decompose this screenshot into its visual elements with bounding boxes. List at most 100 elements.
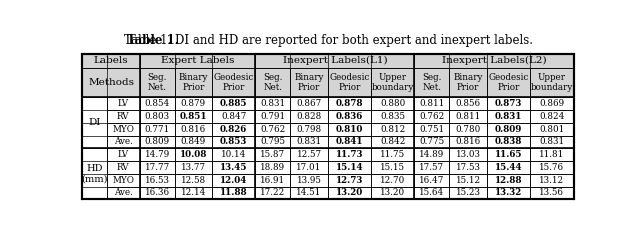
Text: 16.91: 16.91 bbox=[260, 176, 285, 185]
Bar bbox=[107, 174, 140, 187]
Bar bbox=[449, 187, 487, 199]
Text: 13.03: 13.03 bbox=[456, 150, 481, 159]
Text: 17.53: 17.53 bbox=[456, 163, 481, 172]
Bar bbox=[175, 110, 212, 123]
Bar bbox=[291, 136, 328, 148]
Text: 0.795: 0.795 bbox=[260, 137, 285, 146]
Bar bbox=[530, 136, 573, 148]
Text: 0.762: 0.762 bbox=[419, 112, 445, 121]
Text: 14.51: 14.51 bbox=[296, 188, 322, 198]
Text: 0.751: 0.751 bbox=[419, 125, 445, 134]
Text: 0.803: 0.803 bbox=[145, 112, 170, 121]
Text: 0.824: 0.824 bbox=[539, 112, 564, 121]
Text: 15.12: 15.12 bbox=[456, 176, 481, 185]
Text: 0.835: 0.835 bbox=[380, 112, 405, 121]
Text: 17.77: 17.77 bbox=[145, 163, 170, 172]
Text: 15.15: 15.15 bbox=[380, 163, 405, 172]
Text: 0.798: 0.798 bbox=[296, 125, 321, 134]
Text: 10.14: 10.14 bbox=[221, 150, 246, 159]
Text: 13.12: 13.12 bbox=[540, 176, 564, 185]
Bar bbox=[212, 187, 255, 199]
Text: Geodesic
Prior: Geodesic Prior bbox=[488, 73, 529, 92]
Text: 11.88: 11.88 bbox=[220, 188, 248, 198]
Bar bbox=[83, 148, 107, 199]
Bar bbox=[328, 161, 371, 174]
Text: HD
(mm): HD (mm) bbox=[81, 164, 108, 184]
Text: 13.20: 13.20 bbox=[380, 188, 405, 198]
Bar bbox=[83, 54, 140, 68]
Text: 15.87: 15.87 bbox=[260, 150, 285, 159]
Text: 0.831: 0.831 bbox=[495, 112, 522, 121]
Text: Table 1. DI and HD are reported for both expert and inexpert labels.: Table 1. DI and HD are reported for both… bbox=[124, 34, 532, 47]
Bar bbox=[415, 136, 449, 148]
Bar bbox=[487, 161, 530, 174]
Bar bbox=[255, 136, 291, 148]
Bar bbox=[291, 68, 328, 97]
Text: 11.75: 11.75 bbox=[380, 150, 405, 159]
Bar bbox=[291, 187, 328, 199]
Text: 0.869: 0.869 bbox=[540, 99, 564, 108]
Bar bbox=[212, 136, 255, 148]
Bar bbox=[415, 174, 449, 187]
Text: Binary
Prior: Binary Prior bbox=[179, 73, 208, 92]
Text: 0.853: 0.853 bbox=[220, 137, 248, 146]
Bar bbox=[140, 136, 175, 148]
Bar bbox=[175, 97, 212, 110]
Text: 14.79: 14.79 bbox=[145, 150, 170, 159]
Text: 0.851: 0.851 bbox=[180, 112, 207, 121]
Bar bbox=[107, 148, 140, 161]
Bar bbox=[487, 123, 530, 136]
Bar bbox=[371, 187, 415, 199]
Bar bbox=[415, 187, 449, 199]
Bar bbox=[175, 174, 212, 187]
Text: 13.32: 13.32 bbox=[495, 188, 522, 198]
Text: 0.826: 0.826 bbox=[220, 125, 247, 134]
Text: 0.771: 0.771 bbox=[145, 125, 170, 134]
Bar bbox=[328, 136, 371, 148]
Text: 0.854: 0.854 bbox=[145, 99, 170, 108]
Bar bbox=[255, 123, 291, 136]
Bar bbox=[415, 110, 449, 123]
Bar bbox=[487, 110, 530, 123]
Text: 0.856: 0.856 bbox=[456, 99, 481, 108]
Text: MYO: MYO bbox=[112, 176, 134, 185]
Bar bbox=[328, 97, 371, 110]
Text: 12.04: 12.04 bbox=[220, 176, 248, 185]
Bar bbox=[107, 110, 140, 123]
Text: 15.14: 15.14 bbox=[335, 163, 364, 172]
Bar bbox=[328, 68, 371, 97]
Bar bbox=[140, 148, 175, 161]
Text: Methods: Methods bbox=[88, 78, 134, 87]
Text: 12.73: 12.73 bbox=[336, 176, 363, 185]
Text: 12.14: 12.14 bbox=[180, 188, 206, 198]
Bar bbox=[328, 123, 371, 136]
Bar bbox=[255, 174, 291, 187]
Text: 0.849: 0.849 bbox=[180, 137, 206, 146]
Bar bbox=[175, 187, 212, 199]
Text: Table 1. DI and HD are reported for both expert and inexpert labels.: Table 1. DI and HD are reported for both… bbox=[124, 34, 532, 47]
Text: 0.838: 0.838 bbox=[495, 137, 522, 146]
Text: 0.811: 0.811 bbox=[456, 112, 481, 121]
Bar bbox=[328, 110, 371, 123]
Bar bbox=[415, 148, 449, 161]
Text: DI: DI bbox=[88, 118, 100, 127]
Bar bbox=[140, 54, 255, 68]
Text: 0.879: 0.879 bbox=[180, 99, 206, 108]
Text: 0.831: 0.831 bbox=[540, 137, 564, 146]
Text: 15.44: 15.44 bbox=[495, 163, 522, 172]
Text: 13.45: 13.45 bbox=[220, 163, 248, 172]
Bar bbox=[371, 148, 415, 161]
Text: 16.47: 16.47 bbox=[419, 176, 445, 185]
Bar bbox=[255, 110, 291, 123]
Text: 0.791: 0.791 bbox=[260, 112, 285, 121]
Bar bbox=[530, 68, 573, 97]
Bar bbox=[449, 110, 487, 123]
Text: 12.58: 12.58 bbox=[180, 176, 206, 185]
Bar bbox=[530, 148, 573, 161]
Text: Inexpert Labels(L1): Inexpert Labels(L1) bbox=[283, 56, 387, 65]
Text: MYO: MYO bbox=[112, 125, 134, 134]
Text: Ave.: Ave. bbox=[114, 137, 132, 146]
Text: Upper
boundary: Upper boundary bbox=[531, 73, 573, 92]
Bar bbox=[255, 54, 415, 68]
Bar bbox=[291, 110, 328, 123]
